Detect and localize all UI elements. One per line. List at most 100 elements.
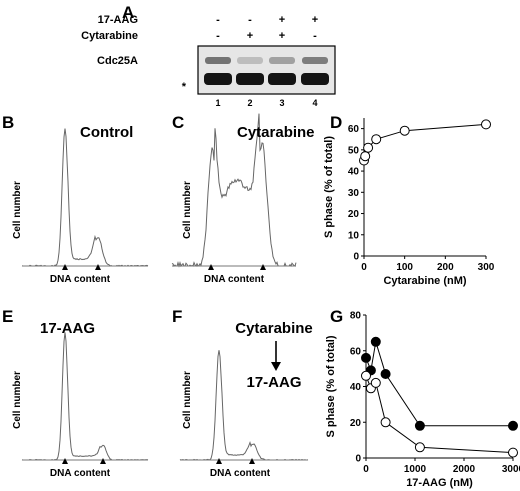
loading-control-band	[301, 73, 329, 85]
blot-mark: +	[247, 30, 253, 42]
blot-band-label: Cdc25A	[97, 55, 138, 67]
panel-label-g: G	[330, 307, 343, 326]
blot-bands	[204, 57, 329, 85]
blot-mark: -	[313, 30, 317, 42]
histogram-trace	[21, 332, 149, 461]
panel-label-c: C	[172, 113, 184, 132]
histogram-title: Cytarabine	[237, 124, 315, 141]
blot-lane-numbers: 1 2 3 4	[215, 98, 317, 108]
series-line	[365, 375, 514, 454]
y-tick-label: 0	[353, 252, 359, 263]
g1-marker-icon	[208, 264, 214, 270]
x-tick-label: 2000	[453, 464, 476, 475]
g2-marker-icon	[95, 264, 101, 270]
blot-panel: 17-AAG Cytarabine - - + + - + + - Cdc25A * 1 2 3 4	[81, 14, 336, 108]
histogram-xlabel: DNA content	[210, 468, 271, 479]
chart-s-phase-vs-17aag: 0 20 40 60 80 0 1000 2000 3000 17-AAG (nM) S phase…	[325, 311, 520, 490]
chart-s-phase-vs-cytarabine: 0 10 20 30 40 50 60 0 100 200 300 Cytarabine (nM) S …	[323, 118, 495, 287]
blot-membrane	[197, 45, 336, 95]
blot-row-label-cytarabine: Cytarabine	[81, 30, 138, 42]
g2-marker-icon	[100, 458, 106, 464]
y-tick-label: 20	[350, 418, 362, 429]
y-tick-label: 50	[348, 145, 360, 156]
histogram-ylabel: Cell number	[182, 371, 193, 429]
x-tick-label: 100	[396, 262, 413, 273]
g1-marker-icon	[216, 458, 222, 464]
data-point-open	[508, 447, 518, 458]
data-point-open	[380, 417, 391, 428]
data-point-filled	[361, 352, 371, 363]
data-point-open	[370, 377, 381, 388]
histogram-ylabel: Cell number	[182, 181, 193, 239]
lane-number: 4	[312, 98, 317, 108]
cdc25a-band	[269, 57, 295, 64]
data-point-open	[481, 119, 491, 130]
panel-label-d: D	[330, 113, 342, 132]
histogram-title: 17-AAG	[40, 320, 95, 337]
panel-label-e: E	[2, 307, 13, 326]
x-tick-label: 0	[363, 464, 369, 475]
blot-mark: +	[312, 14, 318, 26]
panel-label-f: F	[172, 307, 182, 326]
g1-marker-icon	[62, 458, 68, 464]
histogram-control: Control Cell number DNA content	[12, 124, 149, 285]
y-tick-label: 20	[348, 209, 360, 220]
data-point-filled	[414, 420, 425, 431]
data-point-open	[399, 125, 410, 136]
blot-row-label-17aag: 17-AAG	[98, 14, 138, 26]
g2-marker-icon	[260, 264, 266, 270]
histogram-title-top: Cytarabine	[235, 320, 313, 337]
x-tick-label: 3000	[502, 464, 520, 475]
histogram-trace	[179, 350, 309, 461]
blot-loading-marker: *	[182, 81, 187, 93]
histogram-trace	[21, 128, 149, 267]
loading-control-band	[268, 73, 296, 85]
y-tick-label: 40	[350, 382, 362, 393]
data-point-filled	[370, 336, 381, 347]
blot-mark: -	[216, 14, 220, 26]
lane-number: 3	[279, 98, 284, 108]
x-axis-label: 17-AAG (nM)	[406, 477, 473, 489]
g1-marker-icon	[62, 264, 68, 270]
cdc25a-band	[302, 57, 328, 64]
series-line	[363, 123, 487, 161]
blot-mark: +	[279, 30, 285, 42]
panel-label-a: A	[122, 3, 134, 22]
y-tick-label: 80	[350, 311, 362, 322]
y-tick-label: 40	[348, 167, 360, 178]
data-point-open	[360, 151, 371, 162]
histogram-ylabel: Cell number	[12, 371, 23, 429]
blot-mark: -	[216, 30, 220, 42]
data-point-filled	[508, 420, 518, 431]
blot-mark: -	[248, 14, 252, 26]
histogram-ylabel: Cell number	[12, 181, 23, 239]
cdc25a-band	[205, 57, 231, 64]
data-point-open	[361, 370, 371, 381]
histogram-17aag: 17-AAG Cell number DNA content	[12, 320, 149, 479]
loading-control-band	[204, 73, 232, 85]
data-point-open	[363, 142, 374, 153]
histogram-xlabel: DNA content	[204, 274, 265, 285]
cdc25a-band	[237, 57, 263, 64]
histogram-title: Control	[80, 124, 133, 141]
x-tick-label: 200	[437, 262, 454, 273]
histogram-xlabel: DNA content	[50, 468, 111, 479]
x-tick-label: 1000	[404, 464, 427, 475]
histogram-xlabel: DNA content	[50, 274, 111, 285]
loading-control-band	[236, 73, 264, 85]
x-tick-label: 0	[361, 262, 367, 273]
arrow-down-icon	[271, 362, 281, 371]
lane-number: 1	[215, 98, 220, 108]
y-tick-label: 60	[350, 346, 362, 357]
y-tick-label: 60	[348, 124, 360, 135]
histogram-title-bottom: 17-AAG	[246, 374, 301, 391]
y-tick-label: 10	[348, 230, 360, 241]
histogram-cytarabine-then-17aag: Cytarabine 17-AAG Cell number DNA conten…	[179, 320, 313, 479]
y-tick-label: 30	[348, 188, 360, 199]
data-point-open	[414, 442, 425, 453]
data-point-filled	[380, 369, 391, 379]
x-axis-label: Cytarabine (nM)	[383, 275, 466, 287]
lane-number: 2	[247, 98, 252, 108]
data-point-open	[371, 134, 382, 145]
